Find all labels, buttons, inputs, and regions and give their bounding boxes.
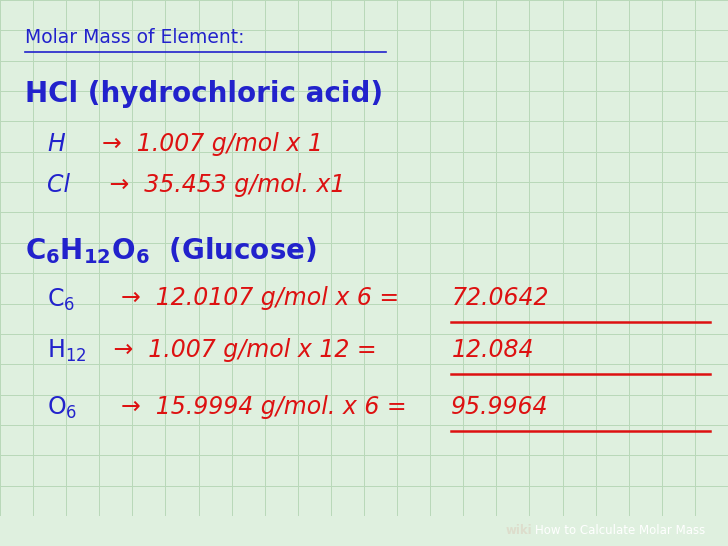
Text: Cl: Cl: [47, 173, 71, 197]
Text: $\mathregular{O_{6}}$: $\mathregular{O_{6}}$: [47, 395, 78, 421]
Text: H: H: [47, 132, 65, 156]
Text: →  1.007 g/mol x 12 =: → 1.007 g/mol x 12 =: [106, 338, 384, 362]
Text: →  15.9994 g/mol. x 6 =: → 15.9994 g/mol. x 6 =: [106, 395, 414, 419]
Text: 95.9964: 95.9964: [451, 395, 549, 419]
Text: How to Calculate Molar Mass: How to Calculate Molar Mass: [535, 525, 705, 537]
Text: $\mathregular{C_6H_{12}O_6}$  (Glucose): $\mathregular{C_6H_{12}O_6}$ (Glucose): [25, 235, 317, 265]
Text: 12.084: 12.084: [451, 338, 534, 362]
Text: HCl (hydrochloric acid): HCl (hydrochloric acid): [25, 80, 384, 108]
Text: →  12.0107 g/mol x 6 =: → 12.0107 g/mol x 6 =: [106, 286, 399, 310]
Text: wiki: wiki: [506, 525, 533, 537]
Text: →  35.453 g/mol. x1: → 35.453 g/mol. x1: [102, 173, 345, 197]
Text: $\mathregular{C_{6}}$: $\mathregular{C_{6}}$: [47, 286, 76, 312]
Text: 72.0642: 72.0642: [451, 286, 549, 310]
Text: →  1.007 g/mol x 1: → 1.007 g/mol x 1: [102, 132, 323, 156]
Text: Molar Mass of Element:: Molar Mass of Element:: [25, 28, 245, 48]
Text: $\mathregular{H_{12}}$: $\mathregular{H_{12}}$: [47, 338, 87, 364]
